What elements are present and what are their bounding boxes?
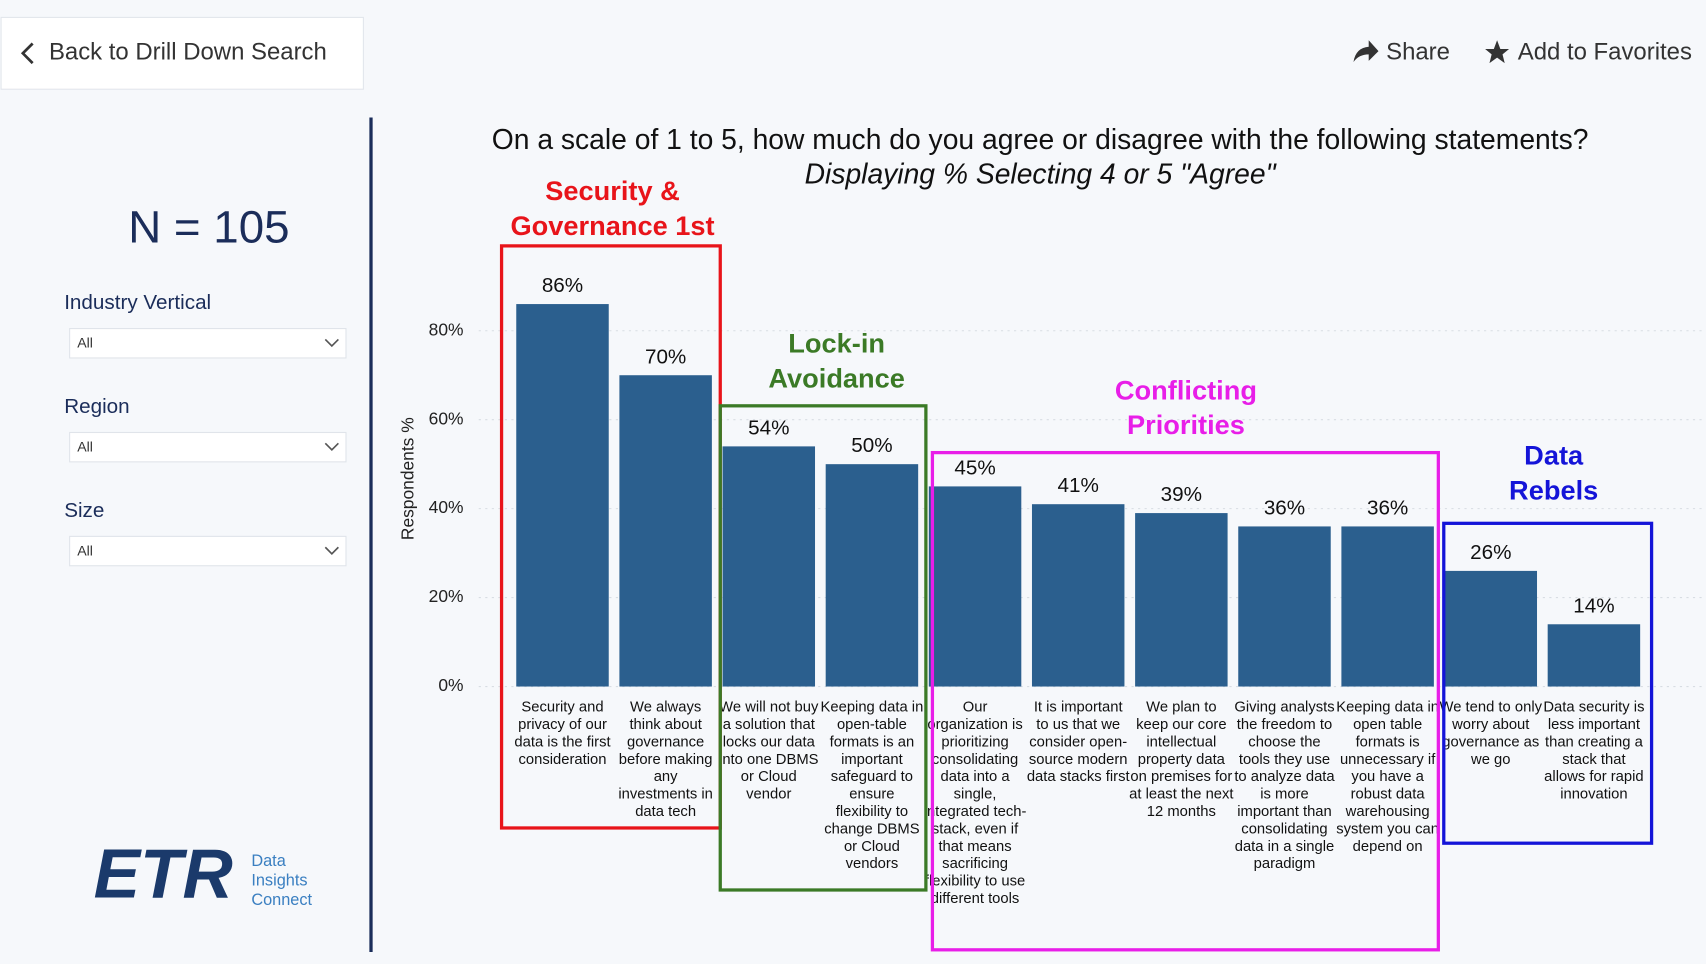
back-icon [20,42,34,65]
logo-mark: ETR [94,834,233,912]
x-tick-label: Security and privacy of our data is the … [514,698,611,768]
bar [722,446,816,687]
value-label: 14% [1573,594,1614,617]
filter-dropdown[interactable] [69,328,347,359]
y-tick-label: 0% [438,675,463,695]
bar [516,304,609,687]
value-label: 41% [1058,474,1099,497]
group-box [1442,521,1654,845]
value-label: 39% [1161,483,1202,506]
x-tick-label-box: Data security is less important than cre… [1543,698,1645,802]
back-button[interactable] [0,16,364,90]
x-tick-label: We will not buy a solution that locks ou… [719,698,819,802]
x-tick-label-box: We always think about governance before … [618,698,713,820]
x-tick-label-box: We tend to only worry about governance a… [1439,698,1543,768]
y-tick-label: 80% [429,319,464,339]
dropdown-caret [324,338,339,348]
x-tick-label-box: Security and privacy of our data is the … [514,698,611,768]
bar [619,375,712,687]
x-tick-label-box: Giving analysts the freedom to choose th… [1234,698,1335,872]
group-label-box: Conflicting Priorities [1114,375,1257,441]
value-label: 36% [1264,496,1305,519]
group-label: Data Rebels [1509,440,1599,506]
filter-value: All [77,335,93,351]
favorite-icon [1485,40,1510,64]
y-tick-label: 60% [429,408,464,428]
value-label: 50% [851,434,892,457]
sample-size: N = 105 [128,202,289,253]
filter-dropdown[interactable] [69,535,347,567]
bar [1135,513,1228,687]
filter-label: Region [64,395,129,418]
group-label: Conflicting Priorities [1114,375,1257,441]
y-tick-label: 40% [429,497,464,517]
y-axis-label: Respondents % [398,417,418,540]
x-tick-label: We plan to keep our core intellectual pr… [1129,698,1234,820]
group-label: Security & Governance 1st [510,176,715,242]
logo-text: Connect [251,891,312,909]
value-label: 54% [748,416,789,439]
back-label[interactable]: Back to Drill Down Search [49,39,327,66]
group-label-box: Data Rebels [1509,440,1599,506]
filter-label: Industry Vertical [64,291,211,314]
value-label: 70% [645,345,686,368]
bar [928,486,1022,687]
x-tick-label-box: We plan to keep our core intellectual pr… [1129,698,1234,820]
dropdown-caret [324,442,339,452]
filter-dropdown[interactable] [69,431,347,463]
group-box [718,404,928,892]
value-label: 26% [1470,541,1511,564]
x-tick-label-box: It is important to us that we consider o… [1026,698,1130,785]
x-tick-label: Keeping data in open table formats is un… [1336,698,1440,855]
filter-value: All [77,438,93,454]
group-box [930,450,1440,952]
bar [1547,624,1641,687]
x-tick-label-box: Keeping data in open table formats is un… [1336,698,1440,855]
x-tick-label: We always think about governance before … [618,698,713,820]
value-label: 36% [1367,496,1408,519]
logo-text: Data [251,852,286,870]
x-tick-label-box: Keeping data in open-table formats is an… [820,698,924,872]
x-tick-label: It is important to us that we consider o… [1026,698,1130,785]
share-icon [1353,40,1379,63]
chart-subtitle: Displaying % Selecting 4 or 5 "Agree" [805,158,1278,190]
group-label-box: Security & Governance 1st [510,176,715,242]
value-label: 45% [954,456,995,479]
x-tick-label: Our organization is prioritizing consoli… [923,698,1027,907]
x-tick-label: Keeping data in open-table formats is an… [820,698,924,872]
x-tick-label-box: We will not buy a solution that locks ou… [719,698,819,802]
group-label-box: Lock-in Avoidance [768,328,905,394]
y-tick-label: 20% [429,586,464,606]
group-label: Lock-in Avoidance [768,328,905,394]
bar [1238,526,1331,687]
x-tick-label: Data security is less important than cre… [1543,698,1645,802]
x-tick-label: Giving analysts the freedom to choose th… [1234,698,1335,872]
x-tick-label: We tend to only worry about governance a… [1439,698,1543,768]
filter-label: Size [64,499,104,522]
bar [1444,570,1538,687]
chart-title: On a scale of 1 to 5, how much do you ag… [492,123,1589,155]
bar [1341,526,1434,687]
bar [825,464,919,687]
x-tick-label-box: Our organization is prioritizing consoli… [923,698,1027,907]
favorite-label[interactable]: Add to Favorites [1518,39,1692,66]
filter-value: All [77,542,93,558]
bar [1031,504,1125,687]
dropdown-caret [324,546,339,555]
logo-text: Insights [251,872,307,890]
share-label[interactable]: Share [1386,39,1450,66]
value-label: 86% [542,274,583,297]
